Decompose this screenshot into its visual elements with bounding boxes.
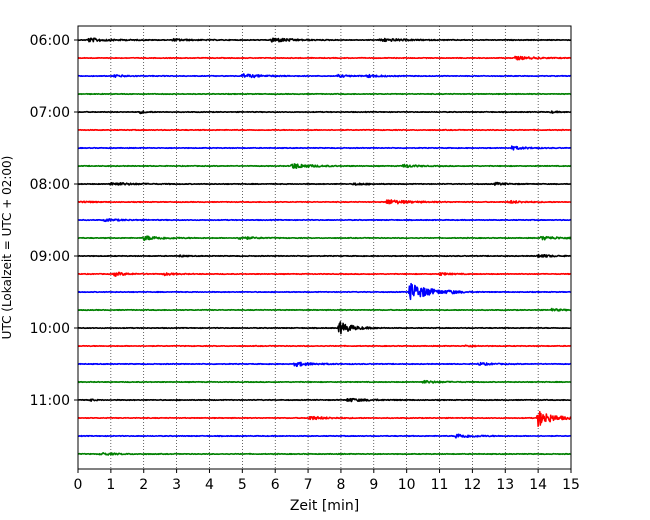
x-tick-label: 0	[74, 477, 83, 493]
x-tick-label: 2	[139, 477, 148, 493]
y-tick-label: 06:00	[30, 33, 70, 49]
y-tick-label: 08:00	[30, 177, 70, 193]
x-tick-label: 5	[238, 477, 247, 493]
seismogram-traces	[77, 37, 572, 456]
x-tick-label: 10	[398, 477, 416, 493]
plot-frame	[77, 25, 572, 470]
x-axis-label: Zeit [min]	[290, 498, 359, 514]
seismogram-trace	[77, 397, 572, 403]
y-tick-label: 10:00	[30, 321, 70, 337]
x-tick-label: 11	[431, 477, 449, 493]
seismogram-trace	[77, 73, 572, 79]
seismogram-trace	[77, 199, 572, 205]
x-tick-label: 1	[106, 477, 115, 493]
x-tick-label: 13	[496, 477, 514, 493]
y-tick-label: 09:00	[30, 249, 70, 265]
y-tick-label: 07:00	[30, 105, 70, 121]
seismogram-trace	[77, 344, 572, 348]
seismogram-trace	[77, 163, 572, 169]
seismogram-trace	[77, 218, 572, 223]
x-tick-label: 3	[172, 477, 181, 493]
x-tick-label: 12	[463, 477, 481, 493]
x-ticks: 0 1 2 3 4 5 6 7 8 9 10 11 12 13 14 15	[74, 469, 580, 493]
x-tick-label: 15	[562, 477, 580, 493]
x-tick-label: 4	[205, 477, 214, 493]
y-ticks: 06:00 07:00 08:00 09:00 10:00 11:00	[30, 33, 78, 409]
x-tick-label: 7	[304, 477, 313, 493]
seismogram-trace	[77, 282, 572, 301]
seismogram-trace	[77, 235, 572, 242]
seismogram-trace	[77, 321, 572, 335]
seismogram-trace	[77, 379, 572, 384]
x-tick-label: 9	[369, 477, 378, 493]
seismogram-trace	[77, 433, 572, 439]
seismogram-trace	[77, 361, 572, 368]
seismogram-trace	[77, 452, 572, 456]
seismogram-trace	[77, 55, 572, 61]
seismogram-trace	[77, 145, 572, 151]
seismogram-trace	[77, 253, 572, 259]
seismogram-trace	[77, 128, 572, 132]
seismogram-trace	[77, 92, 572, 96]
y-axis-label: UTC (Lokalzeit = UTC + 02:00)	[0, 156, 14, 340]
seismogram-trace	[77, 110, 572, 115]
x-tick-label: 6	[271, 477, 280, 493]
x-tick-label: 14	[529, 477, 547, 493]
x-grid	[110, 26, 539, 469]
y-tick-label: 11:00	[30, 393, 70, 409]
seismogram-trace	[77, 37, 572, 43]
seismogram-trace	[77, 410, 572, 428]
seismogram-trace	[77, 307, 572, 312]
x-tick-label: 8	[336, 477, 345, 493]
seismogram-trace	[77, 271, 572, 277]
seismogram-trace	[77, 181, 572, 186]
